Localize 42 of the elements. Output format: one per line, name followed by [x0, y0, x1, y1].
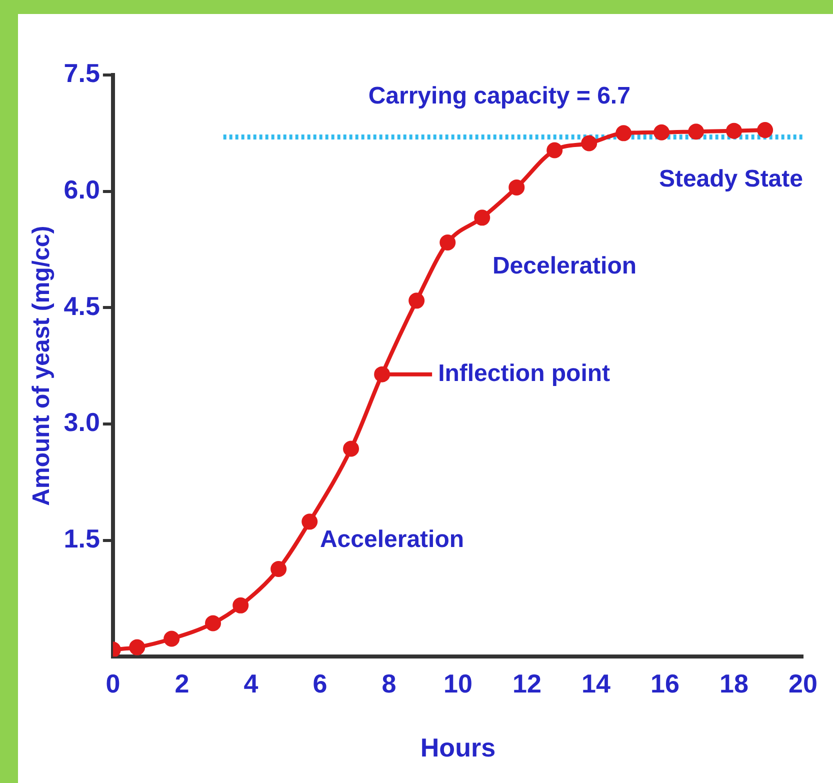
x-tick-label: 2	[174, 668, 190, 698]
point	[616, 125, 632, 142]
annotation: Acceleration	[320, 526, 464, 553]
point	[129, 639, 146, 656]
x-tick-label: 12	[512, 668, 542, 698]
y-tick-label: 6.0	[64, 174, 100, 204]
point	[374, 366, 390, 382]
point	[757, 122, 774, 138]
x-tick-label: 20	[788, 668, 818, 698]
annotation: Deceleration	[492, 252, 637, 280]
point	[581, 135, 598, 152]
annotation: Steady State	[658, 165, 803, 192]
point	[654, 124, 670, 140]
x-tick-label: 16	[650, 668, 680, 698]
point	[232, 597, 249, 614]
y-tick-label: 4.5	[64, 290, 100, 321]
point	[270, 560, 287, 577]
y-tick-label: 7.5	[64, 58, 100, 88]
x-tick-label: 18	[720, 668, 748, 698]
annotation: Inflection point	[438, 360, 610, 387]
point	[546, 142, 563, 158]
point	[302, 514, 318, 530]
x-tick-label: 14	[582, 668, 611, 698]
y-axis-title: Amount of yeast (mg/cc)	[28, 226, 56, 506]
point	[474, 210, 490, 226]
point	[343, 440, 360, 457]
point	[440, 234, 456, 250]
x-tick-label: 4	[244, 668, 259, 698]
point	[205, 615, 221, 632]
y-tick-label: 3.0	[64, 407, 100, 438]
y-tick-label: 1.5	[64, 523, 100, 554]
point	[164, 630, 180, 647]
x-tick-label: 0	[106, 668, 120, 698]
point	[508, 179, 525, 196]
point	[408, 292, 425, 309]
x-tick-label: 6	[312, 668, 328, 698]
x-tick-label: 10	[444, 668, 472, 698]
x-tick-label: 8	[382, 668, 396, 698]
point	[726, 122, 742, 139]
ref-line-label: Carrying capacity = 6.7	[368, 82, 630, 110]
x-axis-title: Hours	[420, 732, 496, 763]
point	[688, 124, 704, 140]
